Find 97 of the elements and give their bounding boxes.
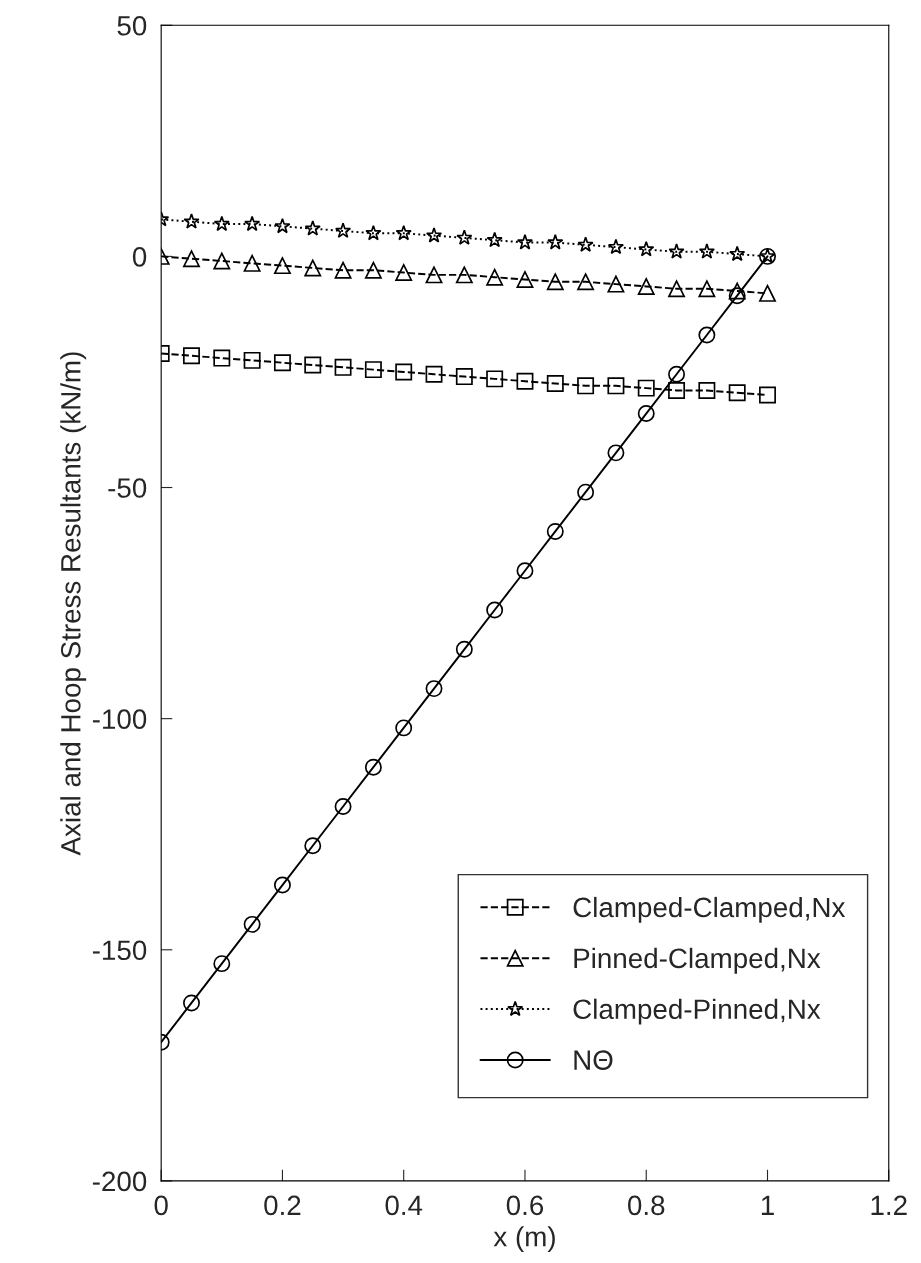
point — [334, 798, 352, 815]
point — [486, 231, 503, 248]
point — [395, 363, 413, 381]
point — [304, 837, 322, 855]
point — [728, 384, 746, 402]
point — [607, 377, 625, 395]
point — [698, 243, 715, 259]
point — [425, 266, 443, 284]
legend-label: NΘ — [574, 1050, 613, 1070]
point — [304, 220, 321, 236]
point — [243, 351, 261, 369]
point — [395, 224, 412, 241]
y-axis-title: Axial and Hoop Stress Resultants (kN/m) — [60, 352, 87, 856]
point — [577, 483, 595, 501]
point — [486, 370, 504, 388]
point — [364, 361, 382, 379]
point — [607, 275, 625, 293]
x-tick-label: 0.8 — [628, 1195, 665, 1216]
point — [668, 280, 686, 298]
legend-label: Clamped-Clamped,Nx — [573, 896, 846, 923]
point — [546, 375, 564, 392]
point — [304, 259, 322, 277]
point — [273, 354, 291, 372]
y-tick-label: 50 — [117, 15, 147, 36]
x-tick-label: 0.4 — [385, 1195, 423, 1216]
point — [455, 266, 473, 284]
point — [637, 405, 655, 423]
point — [668, 381, 686, 399]
point — [577, 273, 595, 291]
point — [516, 234, 534, 250]
point — [213, 349, 231, 367]
point — [728, 282, 746, 300]
legend-label: Clamped-Pinned,Nx — [573, 998, 821, 1025]
point — [546, 522, 564, 540]
point — [183, 347, 200, 365]
point — [698, 381, 716, 399]
point — [759, 386, 776, 404]
point — [607, 444, 625, 462]
point — [637, 277, 655, 295]
point — [577, 377, 595, 395]
point — [728, 287, 746, 305]
point — [425, 680, 443, 698]
point — [516, 562, 534, 580]
point — [395, 719, 413, 737]
legend-label: Pinned-Clamped,Nx — [574, 947, 821, 974]
point — [486, 601, 504, 619]
x-tick-label: 1 — [761, 1195, 774, 1215]
point — [364, 758, 382, 776]
point — [638, 240, 655, 257]
point — [183, 250, 200, 268]
point — [546, 273, 564, 291]
point — [304, 356, 322, 374]
point — [637, 379, 655, 397]
point — [213, 955, 231, 973]
y-tick-label: -150 — [92, 940, 147, 961]
point — [698, 280, 716, 298]
point — [365, 224, 382, 241]
y-tick-label: -200 — [92, 1171, 147, 1192]
point — [213, 252, 231, 270]
y-tick-label: -50 — [108, 478, 147, 498]
point — [395, 264, 413, 282]
point — [213, 215, 230, 232]
point — [273, 876, 291, 894]
point — [668, 365, 686, 383]
point — [577, 236, 594, 252]
point — [273, 257, 291, 275]
point — [274, 217, 291, 234]
point — [547, 234, 564, 250]
point — [486, 268, 504, 286]
point — [334, 358, 352, 376]
y-tick-label: -100 — [92, 709, 147, 729]
point — [516, 372, 534, 390]
x-axis-title: x (m) — [493, 1226, 555, 1253]
point — [243, 915, 261, 933]
point — [729, 245, 746, 262]
point — [456, 229, 473, 245]
point — [759, 284, 776, 302]
x-tick-label: 0.2 — [264, 1195, 301, 1216]
point — [455, 368, 473, 386]
x-tick-label: 1.2 — [871, 1195, 907, 1215]
point — [183, 213, 200, 229]
point — [364, 261, 382, 279]
point — [698, 326, 716, 344]
point — [516, 271, 534, 288]
x-tick-label: 0.6 — [506, 1195, 544, 1216]
point — [668, 243, 685, 259]
point — [425, 227, 443, 243]
point — [425, 365, 443, 383]
point — [334, 222, 352, 238]
point — [334, 261, 352, 279]
point — [455, 640, 473, 658]
y-tick-label: 0 — [132, 247, 147, 267]
point — [607, 238, 625, 255]
point — [243, 254, 261, 272]
point — [183, 994, 200, 1012]
point — [244, 215, 261, 232]
x-tick-label: 0 — [154, 1195, 168, 1216]
